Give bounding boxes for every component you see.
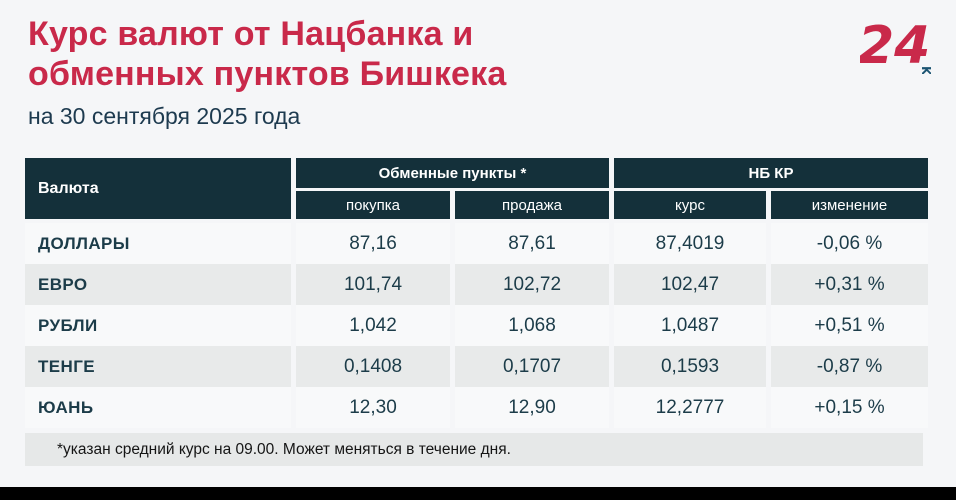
cell-buy: 12,30 [296, 387, 450, 428]
table-row-dollars: ДОЛЛАРЫ 87,16 87,61 87,4019 -0,06 % [25, 223, 931, 264]
header-cell-sell: продажа [455, 191, 609, 219]
cell-change: -0,87 % [771, 346, 928, 387]
cell-sell: 0,1707 [455, 346, 609, 387]
cell-rate: 0,1593 [614, 346, 766, 387]
cell-currency: ДОЛЛАРЫ [25, 223, 291, 264]
cell-change: +0,51 % [771, 305, 928, 346]
header-cell-currency: Валюта [25, 158, 291, 219]
cell-sell: 102,72 [455, 264, 609, 305]
cell-currency: ЮАНЬ [25, 387, 291, 428]
header-cell-change: изменение [771, 191, 928, 219]
cell-change: +0,15 % [771, 387, 928, 428]
cell-change: +0,31 % [771, 264, 928, 305]
cell-change: -0,06 % [771, 223, 928, 264]
cell-currency: РУБЛИ [25, 305, 291, 346]
cell-rate: 12,2777 [614, 387, 766, 428]
footnote: *указан средний курс на 09.00. Может мен… [25, 433, 923, 466]
table-row-rubles: РУБЛИ 1,042 1,068 1,0487 +0,51 % [25, 305, 931, 346]
currency-table: Валюта Обменные пункты * НБ КР покупка п… [25, 158, 931, 428]
24kg-logo: 24 KG [860, 18, 933, 74]
table-row-yuan: ЮАНЬ 12,30 12,90 12,2777 +0,15 % [25, 387, 931, 428]
cell-buy: 87,16 [296, 223, 450, 264]
cell-buy: 0,1408 [296, 346, 450, 387]
table-row-euro: ЕВРО 101,74 102,72 102,47 +0,31 % [25, 264, 931, 305]
header-group-exchange-points: Обменные пункты * [296, 158, 609, 188]
logo-number: 24 [860, 18, 930, 74]
cell-buy: 101,74 [296, 264, 450, 305]
cell-rate: 1,0487 [614, 305, 766, 346]
cell-sell: 1,068 [455, 305, 609, 346]
cell-rate: 87,4019 [614, 223, 766, 264]
bottom-black-bar [0, 487, 956, 500]
logo-country-code: KG [919, 66, 933, 74]
cell-sell: 87,61 [455, 223, 609, 264]
cell-currency: ТЕНГЕ [25, 346, 291, 387]
cell-buy: 1,042 [296, 305, 450, 346]
header-group-nbkr: НБ КР [614, 158, 928, 188]
header-cell-buy: покупка [296, 191, 450, 219]
table-row-tenge: ТЕНГЕ 0,1408 0,1707 0,1593 -0,87 % [25, 346, 931, 387]
cell-rate: 102,47 [614, 264, 766, 305]
cell-sell: 12,90 [455, 387, 609, 428]
page-title: Курс валют от Нацбанка и обменных пункто… [28, 14, 507, 94]
page-title-line1: Курс валют от Нацбанка и [28, 15, 474, 53]
date-subtitle: на 30 сентября 2025 года [28, 103, 301, 129]
cell-currency: ЕВРО [25, 264, 291, 305]
header-cell-rate: курс [614, 191, 766, 219]
table-header: Валюта Обменные пункты * НБ КР покупка п… [25, 158, 931, 219]
page-title-line2: обменных пунктов Бишкека [28, 55, 507, 93]
